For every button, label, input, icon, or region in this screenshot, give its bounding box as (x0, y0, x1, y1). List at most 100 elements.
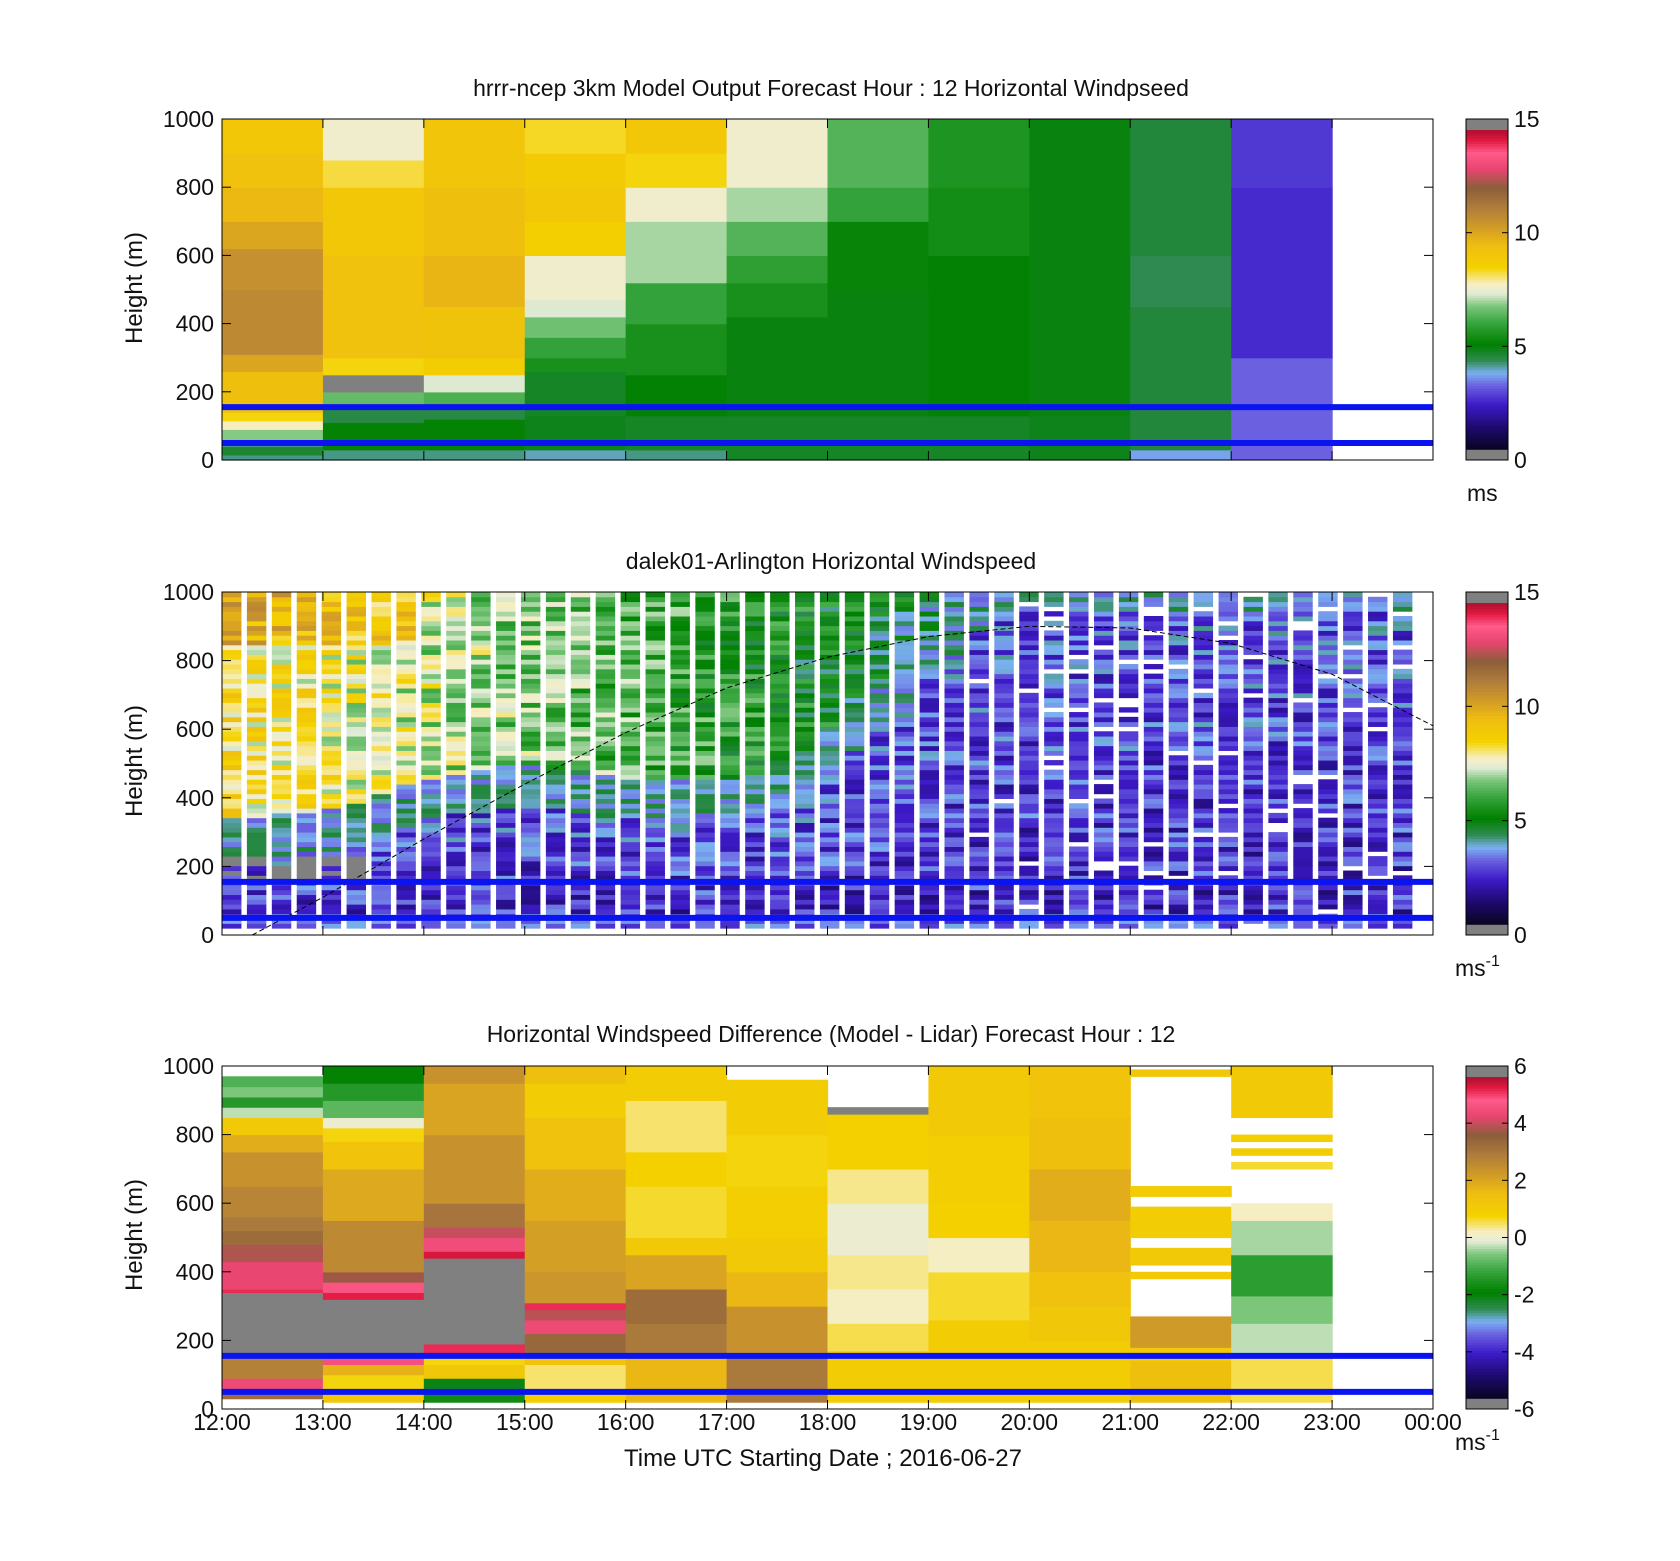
heatmap-cell (894, 899, 915, 905)
heatmap-cell (869, 688, 890, 694)
heatmap-cell (545, 870, 566, 876)
colorbar-band (1466, 1344, 1508, 1348)
heatmap-cell (745, 889, 765, 896)
heatmap-cell (346, 616, 367, 622)
heatmap-cell (1293, 688, 1313, 694)
heatmap-cell (1343, 784, 1363, 790)
heatmap-cell (770, 808, 790, 814)
heatmap-cell (844, 664, 865, 670)
heatmap-cell (222, 707, 242, 713)
colorbar-band (1466, 699, 1508, 703)
heatmap-cell (944, 894, 964, 900)
heatmap-cell (222, 817, 242, 823)
heatmap-cell (1130, 1247, 1232, 1266)
heatmap-cell (1093, 659, 1114, 665)
heatmap-cell (520, 596, 541, 603)
heatmap-cell (1193, 640, 1214, 646)
heatmap-cell (595, 596, 616, 603)
heatmap-cell (321, 817, 342, 823)
heatmap-cell (246, 760, 267, 766)
heatmap-cell (1343, 812, 1363, 819)
heatmap-cell (545, 760, 566, 766)
colorbar-band (1466, 776, 1508, 781)
heatmap-cell (1143, 836, 1164, 843)
heatmap-cell (1193, 875, 1214, 881)
heatmap-cell (1392, 875, 1413, 881)
heatmap-cell (524, 1309, 627, 1321)
heatmap-cell (1168, 793, 1189, 799)
colorbar-unit-exponent: -1 (1486, 1427, 1500, 1444)
heatmap-cell (819, 774, 840, 780)
heatmap-cell (570, 683, 591, 689)
colorbar-band (1466, 164, 1508, 169)
heatmap-cell (1268, 659, 1288, 665)
heatmap-cell (919, 640, 940, 646)
heatmap-cell (720, 870, 740, 876)
heatmap-cell (620, 793, 641, 799)
heatmap-cell (271, 865, 292, 872)
heatmap-cell (695, 784, 715, 790)
heatmap-cell (919, 884, 940, 891)
heatmap-cell (421, 827, 441, 833)
colorbar-tick-label: -6 (1514, 1396, 1534, 1422)
heatmap-cell (1044, 846, 1064, 852)
colorbar-band (1466, 859, 1508, 864)
heatmap-cell (1168, 784, 1189, 790)
heatmap-cell (222, 654, 242, 660)
heatmap-cell (1193, 745, 1214, 751)
colorbar-band (1466, 1221, 1508, 1225)
heatmap-cell (894, 889, 915, 896)
heatmap-cell (695, 716, 715, 723)
heatmap-cell (827, 221, 930, 291)
heatmap-cell (222, 1216, 324, 1232)
heatmap-cell (720, 625, 740, 631)
heatmap-cell (1218, 625, 1238, 631)
heatmap-cell (695, 702, 715, 708)
heatmap-cell (246, 678, 267, 684)
heatmap-cell (844, 683, 865, 689)
heatmap-cell (844, 832, 865, 838)
heatmap-cell (1168, 625, 1189, 631)
heatmap-cell (994, 779, 1014, 785)
heatmap-cell (795, 731, 815, 737)
heatmap-cell (296, 592, 317, 598)
heatmap-cell (1293, 606, 1313, 612)
heatmap-cell (1343, 697, 1363, 703)
heatmap-cell (271, 707, 292, 713)
heatmap-cell (371, 865, 391, 872)
heatmap-cell (720, 630, 740, 636)
heatmap-cell (1243, 716, 1263, 723)
heatmap-cell (423, 255, 526, 308)
heatmap-cell (423, 1357, 526, 1366)
colorbar-tick-label: 5 (1514, 333, 1527, 359)
heatmap-cell (396, 635, 416, 641)
heatmap-cell (346, 740, 367, 747)
heatmap-cell (271, 812, 292, 819)
heatmap-cell (670, 793, 690, 799)
heatmap-cell (396, 601, 416, 607)
heatmap-cell (222, 827, 242, 833)
heatmap-cell (745, 918, 765, 924)
heatmap-cell (1168, 644, 1189, 651)
heatmap-cell (745, 721, 765, 727)
heatmap-cell (545, 827, 566, 833)
heatmap-cell (423, 374, 526, 393)
heatmap-cell (919, 755, 940, 761)
heatmap-cell (944, 736, 964, 742)
heatmap-cell (1118, 731, 1139, 737)
heatmap-cell (919, 721, 940, 727)
heatmap-cell (994, 630, 1014, 636)
heatmap-cell (944, 606, 964, 612)
heatmap-cell (271, 808, 292, 814)
heatmap-cell (1243, 836, 1263, 843)
colorbar-band (1466, 899, 1508, 904)
colorbar-band (1466, 355, 1508, 360)
heatmap-cell (1130, 1206, 1232, 1239)
heatmap-cell (296, 649, 317, 655)
heatmap-cell (919, 822, 940, 828)
heatmap-cell (819, 875, 840, 881)
heatmap-cell (595, 755, 616, 761)
heatmap-cell (969, 640, 989, 646)
heatmap-cell (1343, 899, 1363, 905)
heatmap-cell (869, 788, 890, 795)
